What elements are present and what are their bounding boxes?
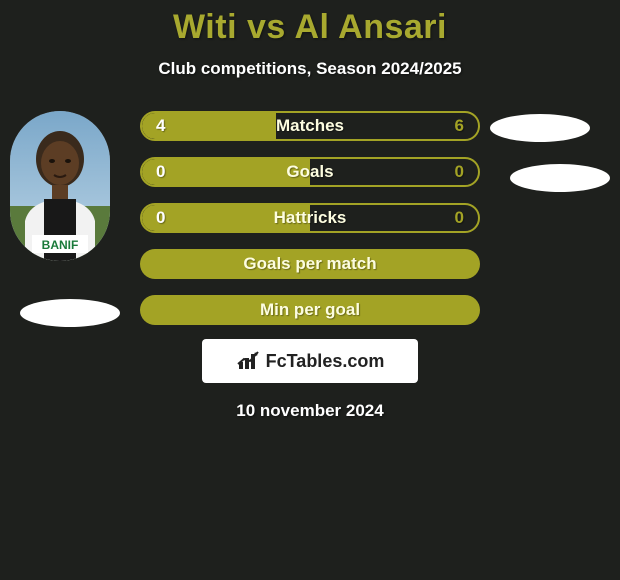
stat-label: Goals xyxy=(142,162,478,182)
player-avatar-icon: BANIF xyxy=(10,111,110,261)
stat-right-value: 6 xyxy=(455,116,464,136)
chart-icon xyxy=(236,350,262,372)
subtitle: Club competitions, Season 2024/2025 xyxy=(0,59,620,79)
brand-text: FcTables.com xyxy=(266,351,385,372)
page-title: Witi vs Al Ansari xyxy=(0,0,620,47)
comparison-panel: BANIF 4 Matches 6 0 Goals 0 0 Hattricks … xyxy=(0,111,620,451)
stat-right-value: 0 xyxy=(455,208,464,228)
stat-row-hattricks: 0 Hattricks 0 xyxy=(140,203,480,233)
stat-bars: 4 Matches 6 0 Goals 0 0 Hattricks 0 Goal… xyxy=(140,111,480,341)
stat-row-min-per-goal: Min per goal xyxy=(140,295,480,325)
stat-row-matches: 4 Matches 6 xyxy=(140,111,480,141)
svg-text:BANIF: BANIF xyxy=(42,238,79,252)
stat-label: Min per goal xyxy=(260,300,360,320)
date-text: 10 november 2024 xyxy=(0,401,620,421)
player-left-photo: BANIF xyxy=(10,111,110,261)
stat-label: Matches xyxy=(142,116,478,136)
stat-label: Goals per match xyxy=(243,254,376,274)
brand-logo: FcTables.com xyxy=(202,339,418,383)
stat-right-value: 0 xyxy=(455,162,464,182)
stat-row-goals: 0 Goals 0 xyxy=(140,157,480,187)
stat-label: Hattricks xyxy=(142,208,478,228)
placeholder-ellipse-left xyxy=(20,299,120,327)
placeholder-ellipse-right-2 xyxy=(510,164,610,192)
stat-row-goals-per-match: Goals per match xyxy=(140,249,480,279)
placeholder-ellipse-right-1 xyxy=(490,114,590,142)
